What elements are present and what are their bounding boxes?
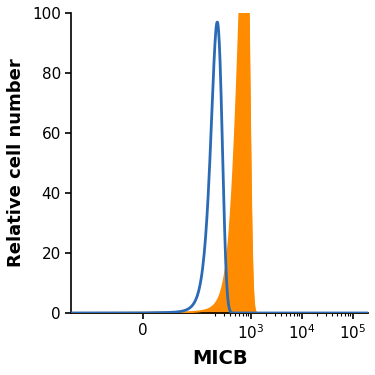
Y-axis label: Relative cell number: Relative cell number (7, 58, 25, 267)
X-axis label: MICB: MICB (192, 349, 248, 368)
